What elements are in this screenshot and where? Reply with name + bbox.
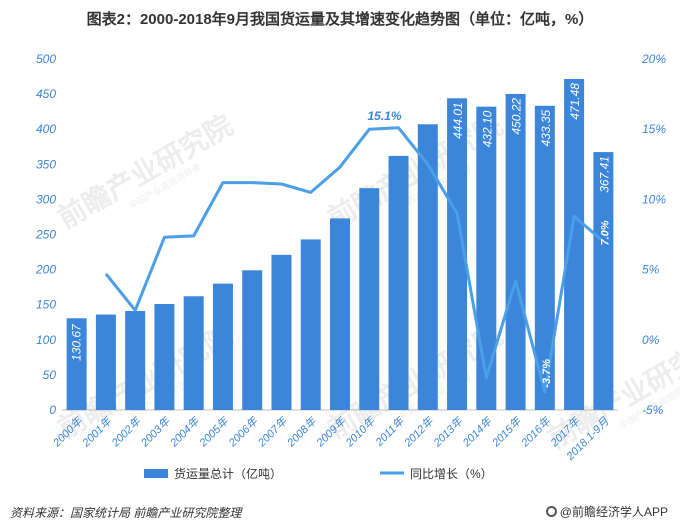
bar — [505, 93, 526, 410]
bar-value-labels: 130.67 444.01 432.10 450.22 433.35 471.48 367.… — [70, 83, 612, 361]
x-axis-tick: 2014年 — [459, 414, 495, 450]
x-axis-tick: 2002年 — [108, 414, 144, 450]
bar — [564, 79, 585, 410]
bar — [95, 314, 116, 410]
bar — [447, 98, 468, 410]
bar — [359, 188, 380, 410]
right-axis-ticks: -5% 0% 5% 10% 15% 20% — [641, 52, 666, 417]
x-axis-tick: 2006年 — [225, 414, 261, 450]
line-value-labels: 15.1% -3.7% 7.0% — [368, 109, 612, 388]
growth-line — [104, 126, 605, 394]
bar — [388, 155, 409, 410]
bar — [212, 283, 233, 410]
bar — [242, 270, 263, 410]
brand-credit: @前瞻经济学人APP — [545, 503, 668, 520]
x-axis-tick: 2008年 — [284, 414, 320, 450]
bar — [125, 311, 146, 410]
bar-value-label: 471.48 — [568, 83, 582, 120]
freight-volume-chart: 前瞻产业研究院中国产业咨询领导者前瞻产业研究院中国产业咨询领导者前瞻产业研究院中… — [35, 52, 680, 481]
legend-bar-swatch — [144, 469, 168, 478]
brand-credit-text: @前瞻经济学人APP — [559, 505, 668, 519]
left-axis-tick: 200 — [35, 263, 56, 277]
left-axis-ticks: 0 50 100 150 200 250 300 350 400 450 500 — [35, 52, 56, 417]
right-axis-tick: -5% — [642, 403, 664, 417]
bar-series — [66, 79, 614, 410]
left-axis-tick: 100 — [36, 333, 56, 347]
watermark-text: 前瞻产业研究院 — [52, 108, 238, 235]
x-axis-tick: 2005年 — [196, 414, 232, 450]
left-axis-tick: 50 — [43, 368, 57, 382]
bar-value-label: 433.35 — [539, 109, 553, 146]
bar — [534, 105, 555, 410]
left-axis-tick: 450 — [36, 87, 56, 101]
left-axis-tick: 300 — [36, 192, 56, 206]
source-note: 资料来源：国家统计局 前瞻产业研究院整理 — [10, 506, 242, 520]
bar-value-label: 444.01 — [451, 102, 465, 139]
chart-title: 图表2：2000-2018年9月我国货运量及其增速变化趋势图（单位：亿吨，%） — [86, 11, 594, 28]
bar — [271, 254, 292, 410]
left-axis-tick: 400 — [36, 122, 56, 136]
legend-bar-label: 货运量总计（亿吨） — [174, 466, 282, 481]
bar — [417, 124, 438, 410]
bar — [476, 106, 497, 410]
legend-line-label: 同比增长（%） — [410, 467, 493, 481]
left-axis-tick: 350 — [36, 157, 56, 171]
bar-value-label: 130.67 — [70, 323, 84, 361]
bar-value-label: 432.10 — [480, 110, 494, 147]
x-axis-tick: 2007年 — [255, 414, 291, 450]
bar — [300, 239, 321, 410]
right-axis-tick: 0% — [642, 333, 660, 347]
right-axis-tick: 10% — [642, 192, 666, 206]
legend: 货运量总计（亿吨） 同比增长（%） — [144, 466, 493, 481]
left-axis-tick: 250 — [35, 228, 56, 242]
growth-line-series — [104, 126, 605, 394]
bar — [154, 303, 175, 410]
left-axis-tick: 500 — [36, 52, 56, 66]
bar — [593, 152, 614, 410]
line-value-label: -3.7% — [541, 359, 553, 388]
line-value-label: 15.1% — [368, 109, 402, 123]
bar — [66, 318, 87, 410]
left-axis-tick: 150 — [36, 298, 56, 312]
bar-value-label: 367.41 — [597, 156, 611, 193]
right-axis-tick: 5% — [642, 263, 660, 277]
line-value-label: 7.0% — [599, 220, 611, 245]
bar — [183, 296, 204, 410]
x-axis-tick: 2004年 — [167, 414, 203, 450]
x-axis-tick: 2013年 — [430, 414, 466, 450]
x-axis-tick: 2003年 — [138, 414, 174, 450]
bar — [330, 218, 350, 410]
right-axis-tick: 15% — [642, 122, 666, 136]
left-axis-tick: 0 — [49, 403, 56, 417]
x-axis-tick: 2015年 — [489, 414, 525, 450]
brand-logo-icon — [545, 506, 557, 517]
bar-value-label: 450.22 — [510, 98, 524, 135]
right-axis-tick: 20% — [641, 52, 666, 66]
